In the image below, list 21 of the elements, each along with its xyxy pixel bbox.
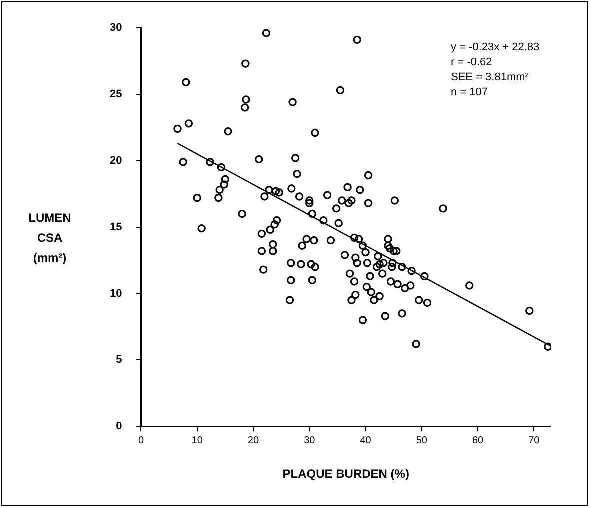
y-tick-label: 10 <box>110 288 122 300</box>
annotation: r = -0.62 <box>451 56 492 69</box>
y-tick-label: 0 <box>116 420 122 433</box>
y-axis-title: LUMEN CSA (mm²) <box>28 210 72 267</box>
x-tick-label: 30 <box>304 435 316 446</box>
annotation: SEE = 3.81mm² <box>451 72 530 84</box>
x-axis-title: PLAQUE BURDEN (%) <box>282 467 410 482</box>
x-tick-label: 10 <box>192 435 204 446</box>
annotation: n = 107 <box>451 86 488 99</box>
annotation: y = -0.23x + 22.83 <box>451 42 540 54</box>
y-tick-label: 20 <box>110 154 122 167</box>
x-tick-label: 20 <box>248 435 260 446</box>
y-tick-label: 15 <box>110 221 122 234</box>
x-tick-label: 70 <box>528 435 540 446</box>
x-tick-label: 50 <box>416 435 428 446</box>
y-tick-label: 25 <box>110 88 122 100</box>
x-tick-label: 40 <box>360 435 372 446</box>
x-tick-label: 60 <box>472 435 484 446</box>
y-tick-label: 5 <box>116 354 122 366</box>
y-tick-label: 30 <box>110 22 122 34</box>
x-tick-label: 0 <box>138 435 144 446</box>
